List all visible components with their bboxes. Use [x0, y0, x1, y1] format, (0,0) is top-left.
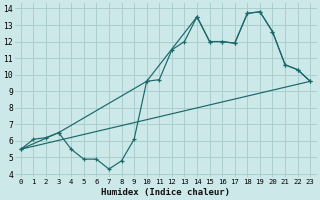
X-axis label: Humidex (Indice chaleur): Humidex (Indice chaleur) [101, 188, 230, 197]
